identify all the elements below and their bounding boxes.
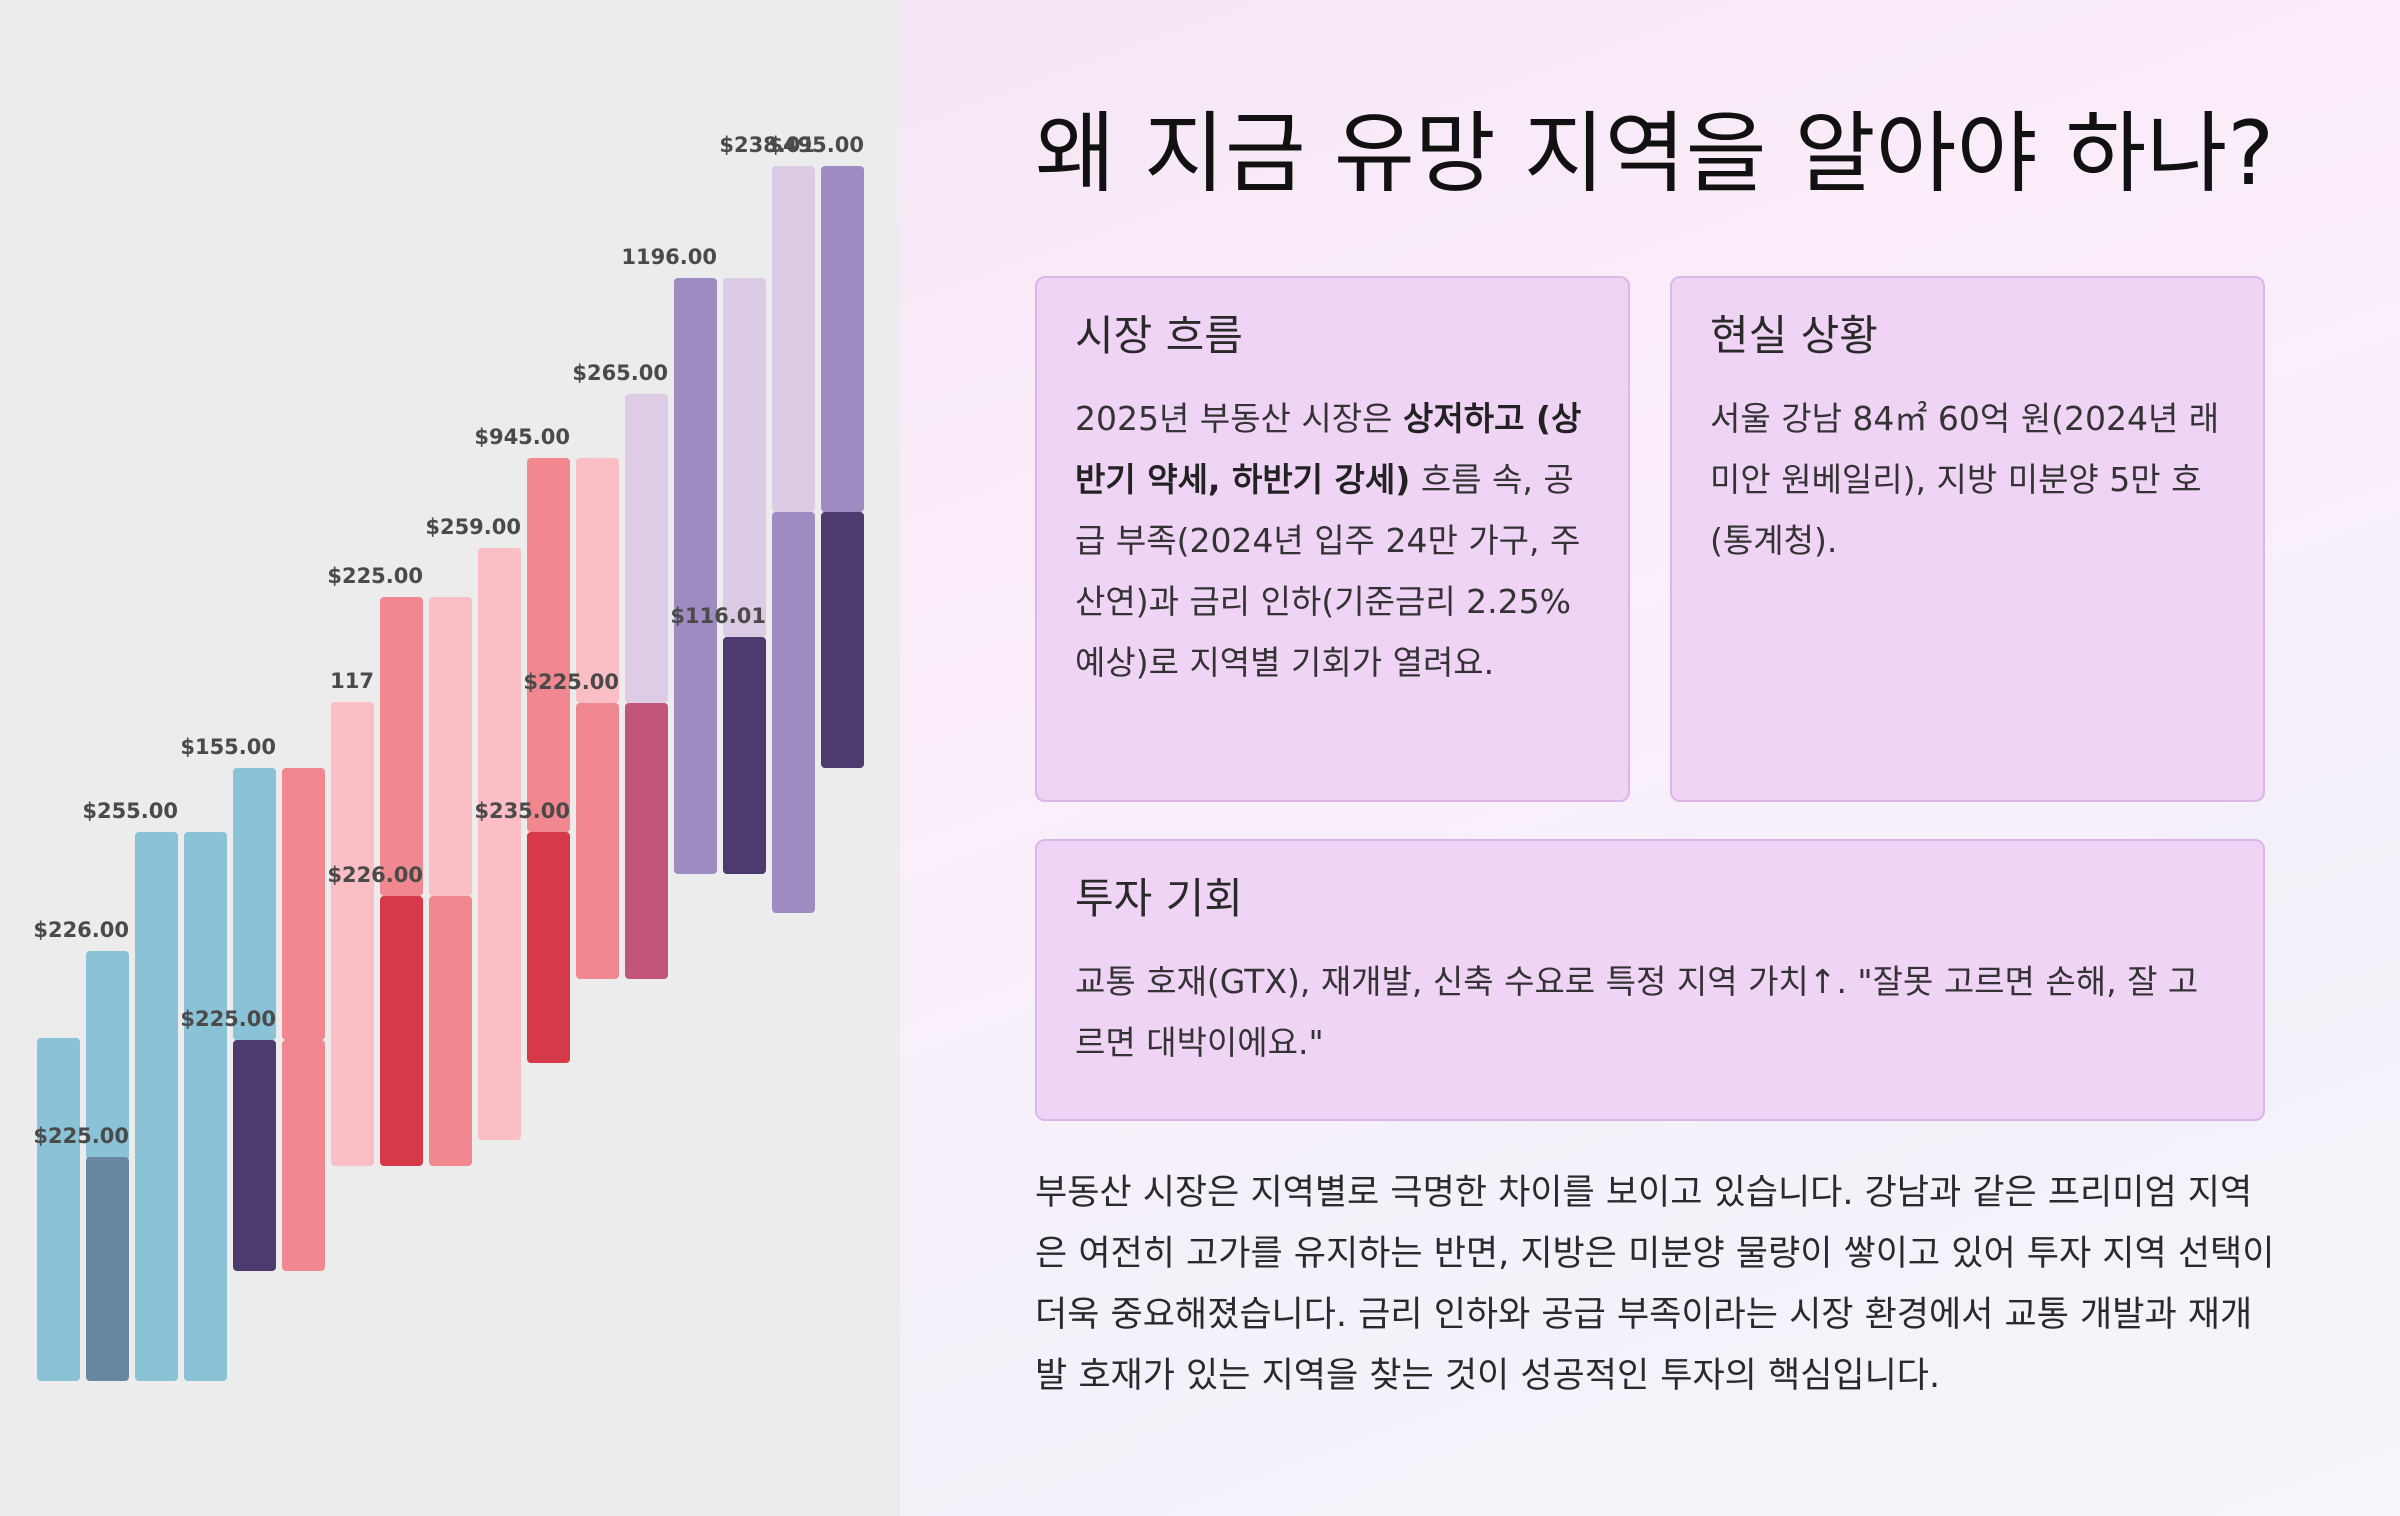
summary-paragraph: 부동산 시장은 지역별로 극명한 차이를 보이고 있습니다. 강남과 같은 프리… bbox=[1035, 1173, 2275, 1396]
bar-label-10: 117 bbox=[330, 669, 374, 693]
bar-label-16: $945.00 bbox=[474, 425, 570, 449]
bar-1 bbox=[37, 1038, 80, 1381]
bar-4 bbox=[135, 832, 178, 1381]
bar-16 bbox=[527, 458, 570, 832]
bar-27 bbox=[772, 512, 815, 913]
bar-label-12: $226.00 bbox=[327, 863, 423, 887]
market-trend-card-text: 2025년 부동산 시장은 상저하고 (상반기 약세, 하반기 강세) 흐름 속… bbox=[1075, 388, 1590, 693]
reality-card-text: 서울 강남 84㎡ 60억 원(2024년 래미안 원베일리), 지방 미분양 … bbox=[1710, 399, 2220, 560]
bar-28 bbox=[821, 512, 864, 768]
bar-label-22: 1196.00 bbox=[621, 245, 717, 269]
bar-19 bbox=[576, 703, 619, 979]
decorative-bar-chart-panel: $226.00 $225.00 $255.00 $155.00 $225.00 117 $2… bbox=[0, 0, 900, 1516]
bar-20 bbox=[625, 394, 668, 703]
bar-label-4: $255.00 bbox=[82, 799, 178, 823]
market-text-bold: 상저하고 (상반기 약세, 하반기 강세) bbox=[1075, 399, 1582, 499]
bar-24 bbox=[723, 637, 766, 874]
bar-23 bbox=[723, 278, 766, 637]
bar-label-26: $495.00 bbox=[768, 133, 864, 157]
investment-card-text: 교통 호재(GTX), 재개발, 신축 수요로 특정 지역 가치↑. "잘못 고… bbox=[1075, 962, 2199, 1062]
bar-label-3: $225.00 bbox=[33, 1124, 129, 1148]
bar-5 bbox=[184, 832, 227, 1381]
content-panel: 왜 지금 유망 지역을 알아야 하나? 시장 흐름 2025년 부동산 시장은 … bbox=[900, 0, 2400, 1516]
investment-opportunity-card: 투자 기회 교통 호재(GTX), 재개발, 신축 수요로 특정 지역 가치↑.… bbox=[1035, 839, 2265, 1121]
bar-12 bbox=[380, 896, 423, 1166]
bar-label-20: $265.00 bbox=[572, 361, 668, 385]
market-trend-card-title: 시장 흐름 bbox=[1075, 311, 1243, 360]
bar-11 bbox=[380, 597, 423, 896]
bar-label-15: $259.00 bbox=[425, 515, 521, 539]
market-text-part-1: 2025년 부동산 시장은 bbox=[1075, 399, 1403, 438]
market-text-part-2: 흐름 속, 공급 부족(2024년 입주 24만 가구, 주산연)과 금리 인하… bbox=[1075, 460, 1581, 682]
page-title: 왜 지금 유망 지역을 알아야 하나? bbox=[1035, 102, 2275, 205]
market-trend-card: 시장 흐름 2025년 부동산 시장은 상저하고 (상반기 약세, 하반기 강세… bbox=[1035, 276, 1630, 802]
bar-2 bbox=[86, 951, 129, 1160]
bar-26 bbox=[821, 166, 864, 512]
bar-17 bbox=[527, 832, 570, 1063]
bar-25 bbox=[772, 166, 815, 512]
bar-3 bbox=[86, 1157, 129, 1381]
bar-label-2: $226.00 bbox=[33, 918, 129, 942]
reality-card: 현실 상황 서울 강남 84㎡ 60억 원(2024년 래미안 원베일리), 지… bbox=[1670, 276, 2265, 802]
bar-10 bbox=[331, 702, 374, 1166]
investment-card-title: 투자 기회 bbox=[1075, 874, 1243, 923]
bar-label-25: $238.01 bbox=[719, 133, 815, 157]
bar-18 bbox=[576, 458, 619, 703]
bar-8 bbox=[282, 768, 325, 1040]
bar-label-17: $235.00 bbox=[474, 799, 570, 823]
reality-card-title: 현실 상황 bbox=[1710, 311, 1878, 360]
bar-label-7: $225.00 bbox=[180, 1007, 276, 1031]
bar-chart: $226.00 $225.00 $255.00 $155.00 $225.00 117 $2… bbox=[33, 133, 864, 1381]
bar-label-24: $116.01 bbox=[670, 604, 766, 628]
bar-14 bbox=[429, 896, 472, 1166]
bar-21 bbox=[625, 703, 668, 979]
bar-label-11: $225.00 bbox=[327, 564, 423, 588]
bar-7 bbox=[233, 1040, 276, 1271]
bar-label-19: $225.00 bbox=[523, 670, 619, 694]
bar-13 bbox=[429, 597, 472, 896]
bar-9 bbox=[282, 1040, 325, 1271]
bar-15 bbox=[478, 548, 521, 1140]
bar-22 bbox=[674, 278, 717, 874]
bar-label-6: $155.00 bbox=[180, 735, 276, 759]
bar-6 bbox=[233, 768, 276, 1040]
